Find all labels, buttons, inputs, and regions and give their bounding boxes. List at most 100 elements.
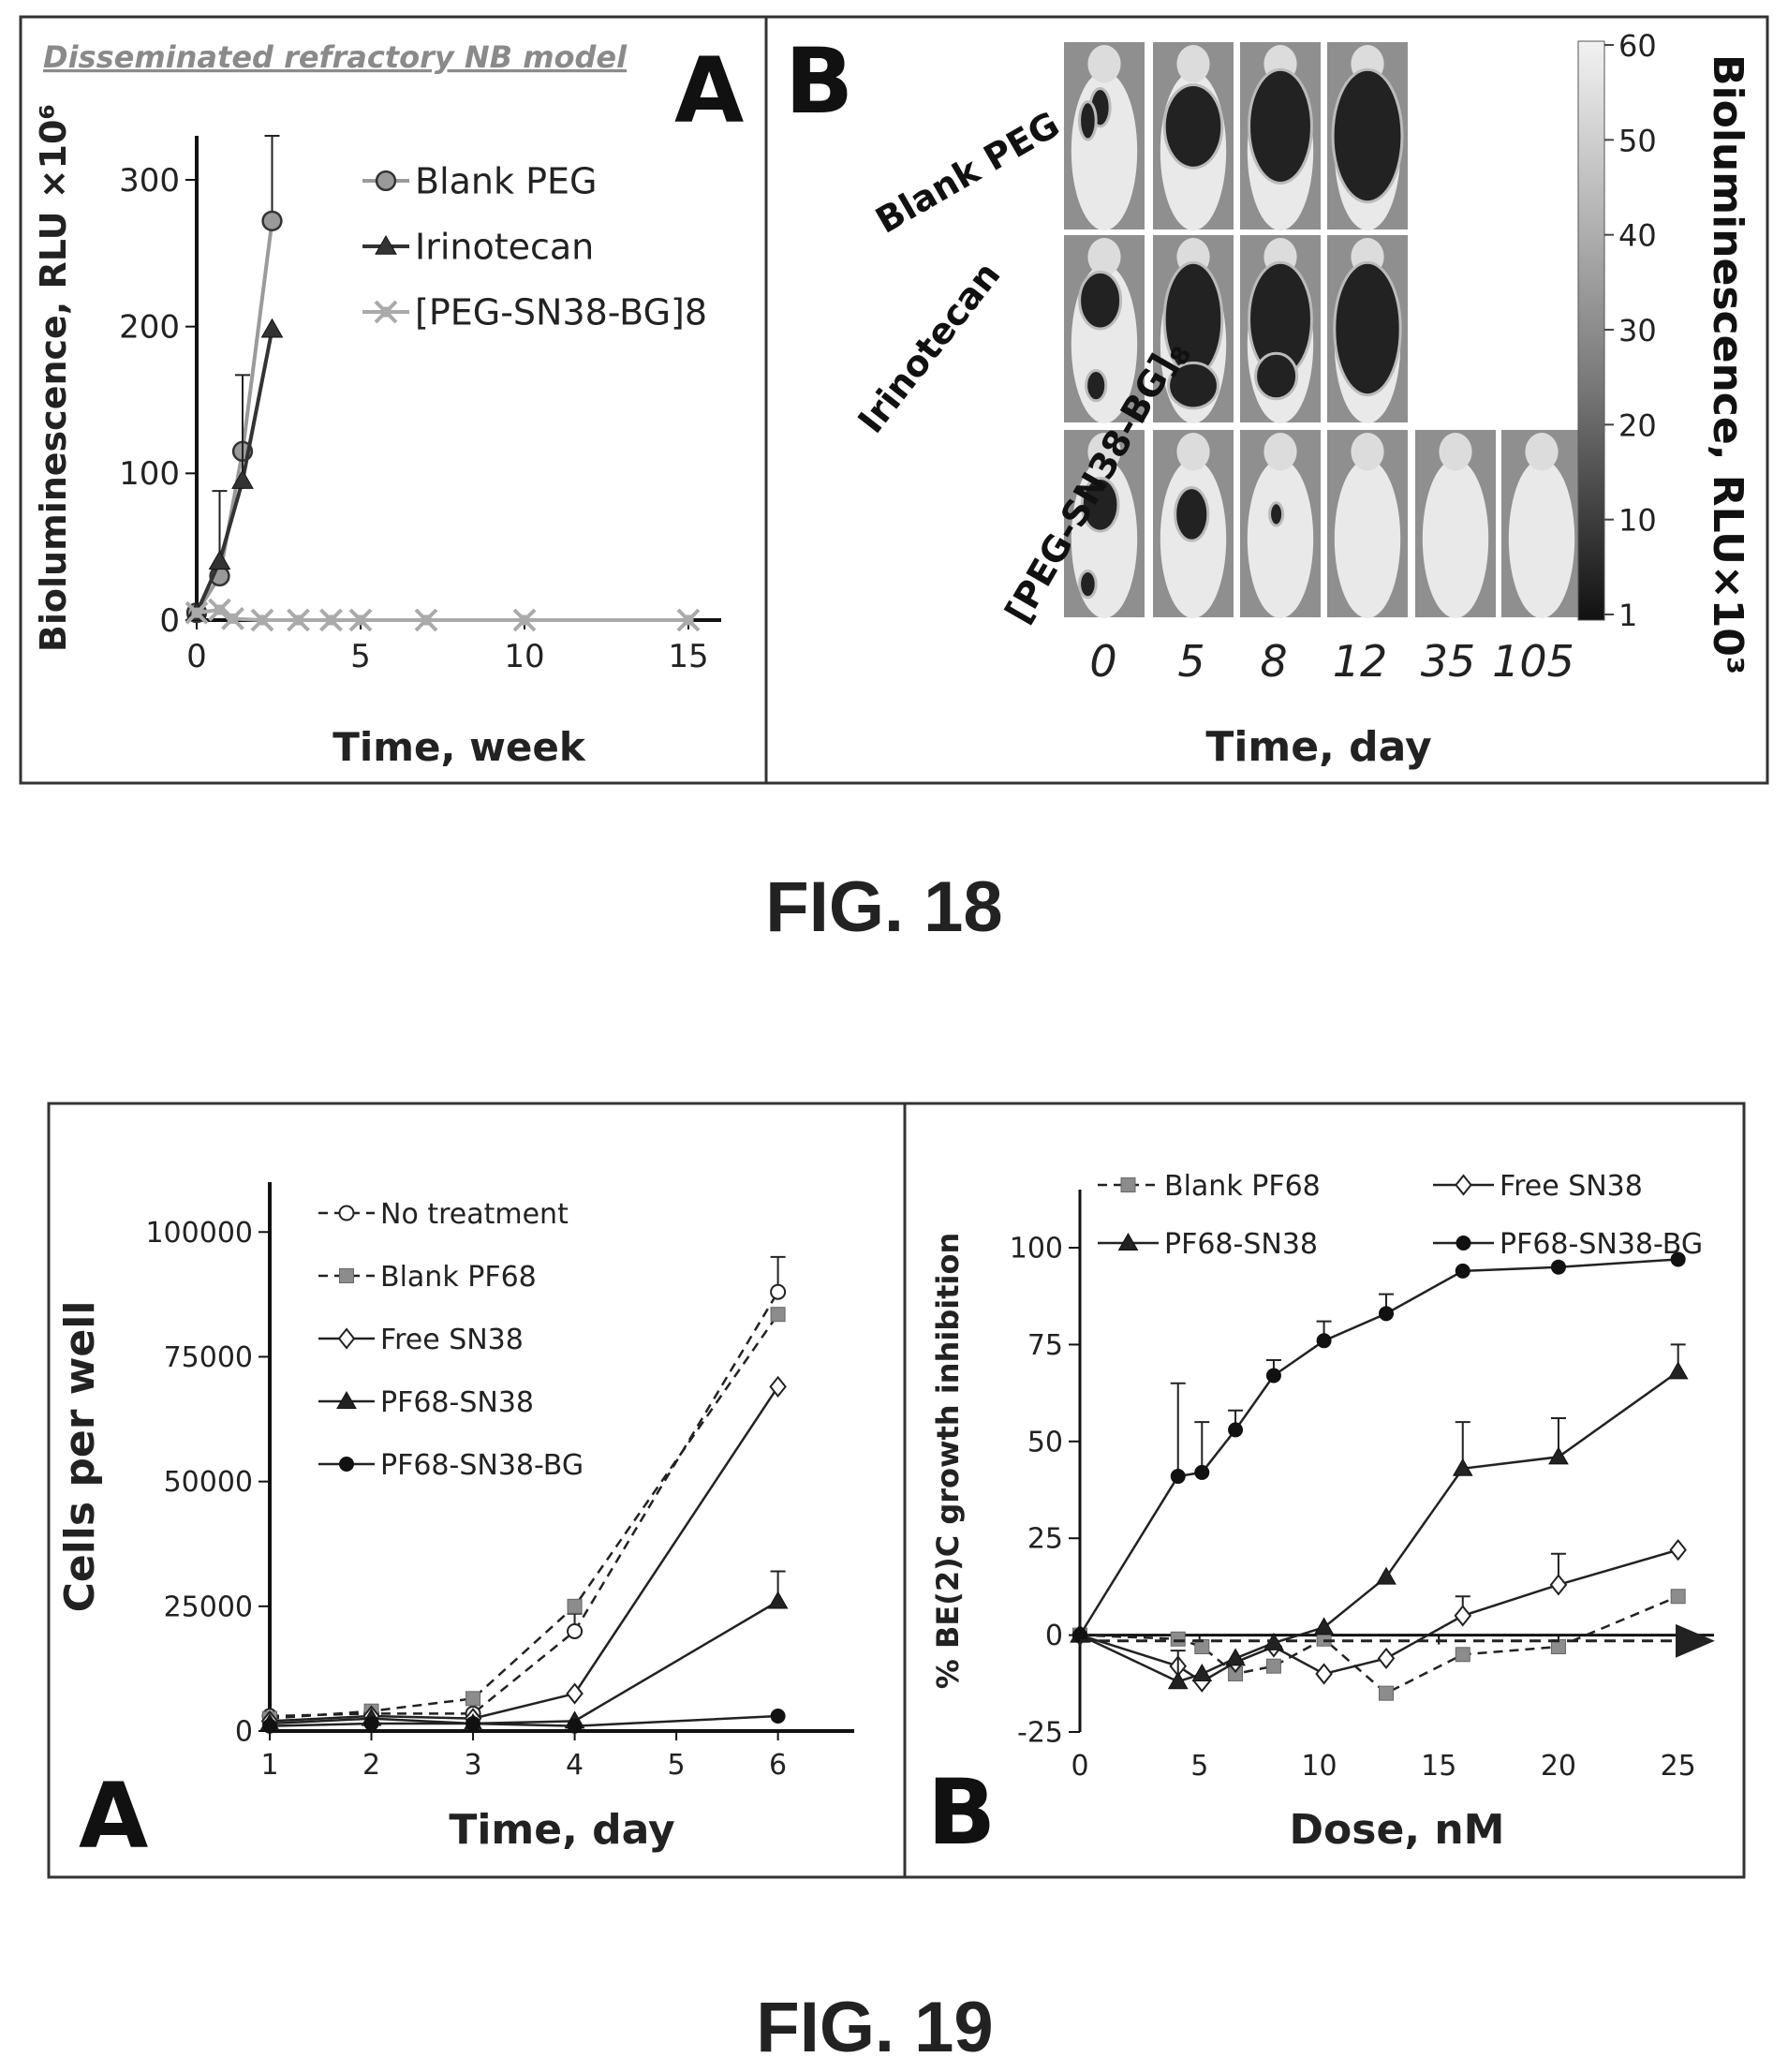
colorbar-tick-label: 20 bbox=[1618, 407, 1657, 443]
mouse-cell bbox=[1238, 233, 1323, 424]
fig19A-xtick-label: 1 bbox=[260, 1749, 278, 1782]
fig19B-legend-blank-pf68: Blank PF68 bbox=[1098, 1170, 1321, 1203]
mouse-cell bbox=[1238, 428, 1323, 619]
mouse-image-grid bbox=[1062, 40, 1584, 619]
fig18A-legend-peg-sn38-bg-8: [PEG-SN38-BG]8 bbox=[362, 292, 707, 333]
fig18A-xtick-label: 5 bbox=[350, 638, 371, 675]
day-label: 5 bbox=[1177, 636, 1204, 687]
mouse-head bbox=[1263, 433, 1297, 471]
fig19A-series-blank-pf68 bbox=[262, 1307, 786, 1726]
mouse-head bbox=[1176, 433, 1210, 471]
tumor-signal bbox=[1331, 67, 1404, 204]
fig19B-point-pf68-sn38-bg bbox=[1228, 1422, 1244, 1438]
fig19A-point-no-treatment bbox=[770, 1283, 787, 1300]
fig19A-series-pf68-sn38-bg bbox=[262, 1709, 786, 1734]
day-label: 35 bbox=[1421, 636, 1476, 687]
fig19A-series-free-sn38 bbox=[260, 1375, 787, 1732]
day-label: 12 bbox=[1333, 636, 1388, 687]
fig18A-legend-label: Blank PEG bbox=[415, 161, 597, 202]
fig19A-point-free-sn38 bbox=[769, 1375, 787, 1399]
fig18A-point-irinotecan bbox=[231, 469, 254, 489]
fig19B-legend-label: PF68-SN38-BG bbox=[1500, 1228, 1703, 1261]
row-label-irinotecan: Irinotecan bbox=[850, 254, 1008, 440]
tumor-signal bbox=[1078, 270, 1123, 331]
fig19A-legend-marker bbox=[339, 1268, 354, 1283]
fig19B-line-blank-pf68 bbox=[1079, 1595, 1679, 1695]
fig18A-series-peg-sn38-bg-8 bbox=[185, 598, 701, 632]
fig18A-xtick-label: 0 bbox=[186, 638, 207, 675]
fig18-b-xlabel: Time, day bbox=[1205, 723, 1431, 771]
fig19A-xtick-label: 6 bbox=[769, 1749, 787, 1782]
fig18A-ytick-label: 300 bbox=[119, 162, 180, 200]
fig18-panel-a-letter: A bbox=[674, 38, 744, 143]
fig18A-series-blank-peg bbox=[185, 135, 283, 624]
fig18A-point-peg-sn38-bg-8 bbox=[208, 598, 231, 622]
row-label-blank-peg: Blank PEG bbox=[869, 104, 1067, 242]
fig19B-point-free-sn38 bbox=[1549, 1574, 1568, 1596]
fig18A-point-peg-sn38-bg-8-center bbox=[293, 614, 303, 626]
fig19A-xtick-label: 4 bbox=[566, 1749, 584, 1782]
fig18A-point-peg-sn38-bg-8-center bbox=[519, 614, 530, 626]
fig19B-legend-marker bbox=[1456, 1236, 1471, 1251]
fig19A-point-no-treatment bbox=[567, 1622, 584, 1639]
fig19A-ytick-label: 75000 bbox=[164, 1341, 253, 1374]
fig19A-point-pf68-sn38-bg bbox=[262, 1718, 277, 1734]
fig18A-legend-blank-peg: Blank PEG bbox=[362, 161, 597, 202]
fig19A-legend-marker bbox=[339, 1457, 354, 1472]
fig19-frame bbox=[47, 1102, 1746, 1879]
fig19A-point-blank-pf68 bbox=[770, 1307, 786, 1323]
fig19B-point-blank-pf68 bbox=[1170, 1631, 1186, 1647]
fig18A-ytick-label: 100 bbox=[119, 455, 180, 493]
fig19A-xtick-label: 3 bbox=[464, 1749, 481, 1782]
fig19B-point-pf68-sn38-bg bbox=[1170, 1469, 1186, 1485]
fig19B-point-pf68-sn38-bg bbox=[1455, 1263, 1470, 1279]
fig19B-ytick-label: -25 bbox=[1017, 1717, 1063, 1750]
tumor-signal bbox=[1078, 570, 1098, 599]
fig19B-point-free-sn38 bbox=[1454, 1605, 1472, 1627]
fig19A-legend-label: Free SN38 bbox=[380, 1324, 524, 1356]
mouse-cell bbox=[1151, 40, 1235, 231]
fig19B-legend-marker bbox=[1455, 1174, 1472, 1196]
fig18A-point-peg-sn38-bg-8-center bbox=[257, 614, 268, 626]
fig19B-point-pf68-sn38 bbox=[1376, 1566, 1396, 1585]
fig18A-point-peg-sn38-bg-8 bbox=[287, 608, 310, 632]
fig18A-point-peg-sn38-bg-8 bbox=[250, 608, 274, 632]
fig19B-point-blank-pf68 bbox=[1670, 1589, 1686, 1605]
fig18A-point-peg-sn38-bg-8 bbox=[414, 608, 438, 632]
fig19B-xlabel: Dose, nM bbox=[1290, 1806, 1505, 1854]
fig19B-point-pf68-sn38-bg bbox=[1316, 1333, 1332, 1349]
fig19B-point-free-sn38 bbox=[1377, 1647, 1396, 1670]
fig18A-legend-marker bbox=[375, 234, 397, 255]
fig19A-legend-label: PF68-SN38 bbox=[380, 1386, 534, 1419]
fig19B-point-pf68-sn38 bbox=[1313, 1617, 1335, 1635]
fig19-label: FIG. 19 bbox=[756, 1988, 993, 2067]
fig18-panel-a-chart: 0 100 200 300 0 5 10 15 Time, week Bioluminescenc… bbox=[33, 104, 721, 770]
fig19A-point-pf68-sn38 bbox=[767, 1591, 789, 1609]
fig19B-point-pf68-sn38-bg bbox=[1670, 1251, 1686, 1267]
fig18A-point-peg-sn38-bg-8 bbox=[676, 608, 701, 632]
fig19B-point-free-sn38 bbox=[1669, 1539, 1687, 1561]
fig19B-xtick-label: 15 bbox=[1421, 1750, 1456, 1783]
fig19A-legend-marker bbox=[337, 1327, 356, 1350]
fig19B-point-pf68-sn38 bbox=[1548, 1446, 1569, 1465]
tumor-signal bbox=[1167, 361, 1219, 410]
fig18-frame bbox=[19, 15, 1769, 785]
fig19B-xtick-label: 5 bbox=[1190, 1750, 1208, 1783]
fig18A-point-peg-sn38-bg-8 bbox=[348, 608, 373, 632]
fig19A-point-free-sn38 bbox=[566, 1682, 584, 1705]
fig18A-line-blank-peg bbox=[195, 220, 274, 614]
mouse-cell bbox=[1500, 428, 1584, 619]
fig18A-legend-marker bbox=[375, 170, 397, 192]
day-label: 105 bbox=[1492, 636, 1574, 687]
fig18A-point-peg-sn38-bg-8-center bbox=[191, 607, 202, 618]
fig18A-point-peg-sn38-bg-8 bbox=[319, 608, 343, 632]
tumor-signal bbox=[1080, 477, 1120, 533]
mouse-head bbox=[1087, 433, 1121, 471]
fig19A-legend-free-sn38: Free SN38 bbox=[318, 1324, 524, 1356]
fig19A-point-blank-pf68 bbox=[465, 1691, 481, 1707]
fig19A-point-blank-pf68 bbox=[567, 1598, 583, 1614]
fig19B-point-blank-pf68 bbox=[1455, 1647, 1470, 1663]
fig19A-legend-label: No treatment bbox=[380, 1198, 569, 1231]
fig19B-point-pf68-sn38 bbox=[1225, 1648, 1246, 1666]
